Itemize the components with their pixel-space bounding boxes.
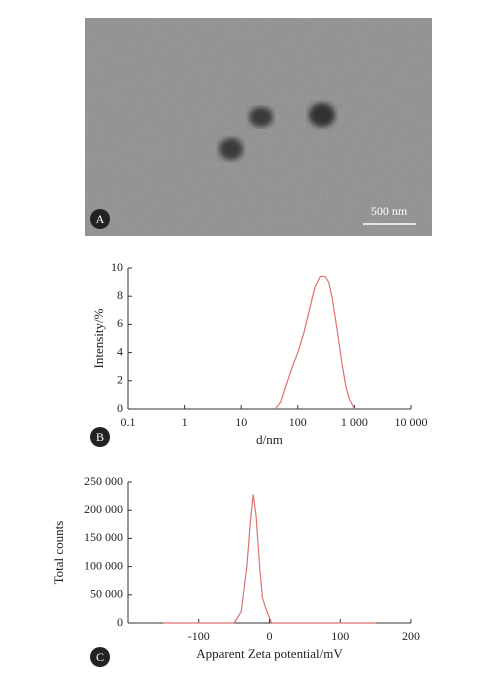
x-tick-label: 200 (402, 629, 420, 643)
data-line (274, 275, 355, 410)
y-tick-label: 50 000 (90, 587, 123, 601)
y-tick-label: 0 (117, 615, 123, 629)
panel-badge (90, 647, 110, 667)
y-tick-label: 10 (111, 260, 123, 274)
x-tick-label: 10 (235, 415, 247, 429)
data-line (163, 494, 376, 624)
y-tick-label: 150 000 (84, 530, 123, 544)
x-axis-label: Apparent Zeta potential/mV (196, 646, 343, 661)
x-tick-label: 1 000 (341, 415, 368, 429)
x-tick-label: 100 (331, 629, 349, 643)
tem-image: 500 nm A (85, 18, 432, 236)
panel-label: B (96, 430, 104, 444)
y-tick-label: 200 000 (84, 502, 123, 516)
y-axis-label: Total counts (51, 521, 66, 585)
panel-badge (90, 427, 110, 447)
x-tick-label: 100 (289, 415, 307, 429)
y-tick-label: 2 (117, 373, 123, 387)
y-tick-label: 6 (117, 316, 123, 330)
y-tick-label: 8 (117, 288, 123, 302)
scale-bar-label: 500 nm (371, 204, 408, 218)
x-axis-label: d/nm (256, 432, 283, 447)
y-tick-label: 0 (117, 401, 123, 415)
x-tick-label: 10 000 (395, 415, 428, 429)
y-tick-label: 250 000 (84, 474, 123, 488)
panel-label: C (96, 650, 104, 664)
y-tick-label: 100 000 (84, 558, 123, 572)
x-tick-label: 0.1 (121, 415, 136, 429)
x-tick-label: -100 (188, 629, 210, 643)
y-axis-label: Intensity/% (91, 308, 106, 368)
y-tick-label: 4 (117, 344, 123, 358)
x-tick-label: 0 (267, 629, 273, 643)
x-tick-label: 1 (182, 415, 188, 429)
panel-label: A (96, 212, 105, 226)
